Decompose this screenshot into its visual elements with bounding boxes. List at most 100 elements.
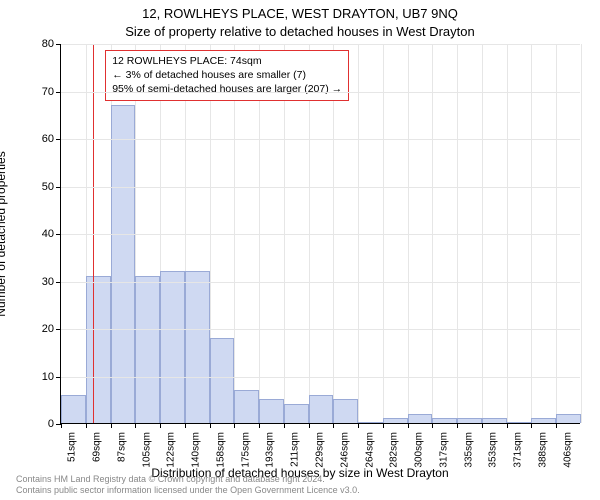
xtick-label: 300sqm [414, 432, 425, 468]
ytick-label: 80 [24, 38, 54, 50]
xtick-label: 193sqm [265, 432, 276, 468]
xtick-mark [531, 423, 532, 428]
xtick-mark [457, 423, 458, 428]
xtick-mark [135, 423, 136, 428]
xtick-label: 246sqm [339, 432, 350, 468]
title-address: 12, ROWLHEYS PLACE, WEST DRAYTON, UB7 9N… [0, 6, 600, 21]
xtick-label: 229sqm [315, 432, 326, 468]
xtick-mark [333, 423, 334, 428]
xtick-mark [284, 423, 285, 428]
xtick-mark [234, 423, 235, 428]
xtick-mark [111, 423, 112, 428]
ytick-label: 70 [24, 86, 54, 98]
xtick-mark [432, 423, 433, 428]
bar [259, 399, 284, 423]
ytick-mark [56, 44, 61, 45]
bar [457, 418, 482, 423]
ytick-label: 0 [24, 418, 54, 430]
annotation-box: 12 ROWLHEYS PLACE: 74sqm ← 3% of detache… [105, 50, 349, 101]
title-subtitle: Size of property relative to detached ho… [0, 24, 600, 39]
xtick-label: 335sqm [463, 432, 474, 468]
ytick-label: 20 [24, 323, 54, 335]
ytick-label: 30 [24, 276, 54, 288]
xtick-mark [507, 423, 508, 428]
xtick-mark [160, 423, 161, 428]
gridline-h [61, 187, 580, 188]
annotation-line: 12 ROWLHEYS PLACE: 74sqm [112, 54, 342, 68]
xtick-mark [259, 423, 260, 428]
xtick-mark [482, 423, 483, 428]
bar [333, 399, 358, 423]
xtick-label: 175sqm [240, 432, 251, 468]
xtick-label: 371sqm [513, 432, 524, 468]
bar [185, 271, 210, 423]
xtick-mark [358, 423, 359, 428]
xtick-label: 105sqm [141, 432, 152, 468]
footer-attribution: Contains HM Land Registry data © Crown c… [16, 474, 360, 496]
bar [531, 418, 556, 423]
bar [309, 395, 334, 424]
xtick-label: 69sqm [92, 432, 103, 462]
gridline-h [61, 234, 580, 235]
ytick-mark [56, 234, 61, 235]
gridline-h [61, 44, 580, 45]
xtick-mark [556, 423, 557, 428]
ytick-mark [56, 139, 61, 140]
bar [111, 105, 136, 423]
xtick-label: 282sqm [389, 432, 400, 468]
ytick-label: 60 [24, 133, 54, 145]
ytick-mark [56, 329, 61, 330]
xtick-label: 406sqm [562, 432, 573, 468]
xtick-mark [86, 423, 87, 428]
footer-line: Contains HM Land Registry data © Crown c… [16, 474, 360, 485]
bar [507, 422, 532, 423]
bar [210, 338, 235, 424]
xtick-label: 140sqm [191, 432, 202, 468]
chart-container: 12, ROWLHEYS PLACE, WEST DRAYTON, UB7 9N… [0, 0, 600, 500]
bar [86, 276, 111, 423]
xtick-label: 122sqm [166, 432, 177, 468]
gridline-h [61, 139, 580, 140]
annotation-line: 95% of semi-detached houses are larger (… [112, 82, 342, 96]
bar [482, 418, 507, 423]
bar [160, 271, 185, 423]
xtick-label: 211sqm [290, 432, 301, 467]
gridline-h [61, 92, 580, 93]
xtick-mark [383, 423, 384, 428]
xtick-label: 87sqm [116, 432, 127, 462]
bar [556, 414, 581, 424]
bar [408, 414, 433, 424]
bar [234, 390, 259, 423]
xtick-mark [185, 423, 186, 428]
xtick-label: 388sqm [537, 432, 548, 468]
xtick-mark [408, 423, 409, 428]
xtick-label: 51sqm [67, 432, 78, 462]
gridline-h [61, 377, 580, 378]
bar [284, 404, 309, 423]
xtick-mark [61, 423, 62, 428]
bar [135, 276, 160, 423]
bar [358, 422, 383, 423]
bar [432, 418, 457, 423]
ytick-mark [56, 92, 61, 93]
bar [383, 418, 408, 423]
ytick-mark [56, 377, 61, 378]
footer-line: Contains public sector information licen… [16, 485, 360, 496]
xtick-mark [210, 423, 211, 428]
ytick-label: 10 [24, 371, 54, 383]
gridline-h [61, 329, 580, 330]
xtick-label: 264sqm [364, 432, 375, 468]
xtick-label: 158sqm [215, 432, 226, 468]
ytick-label: 50 [24, 181, 54, 193]
plot-area: 12 ROWLHEYS PLACE: 74sqm ← 3% of detache… [60, 44, 580, 424]
xtick-mark [309, 423, 310, 428]
bar [61, 395, 86, 424]
gridline-v [581, 44, 582, 423]
ytick-label: 40 [24, 228, 54, 240]
xtick-label: 317sqm [438, 432, 449, 468]
annotation-line: ← 3% of detached houses are smaller (7) [112, 68, 342, 82]
xtick-label: 353sqm [488, 432, 499, 468]
ytick-mark [56, 187, 61, 188]
y-axis-label: Number of detached properties [0, 151, 8, 316]
gridline-h [61, 282, 580, 283]
